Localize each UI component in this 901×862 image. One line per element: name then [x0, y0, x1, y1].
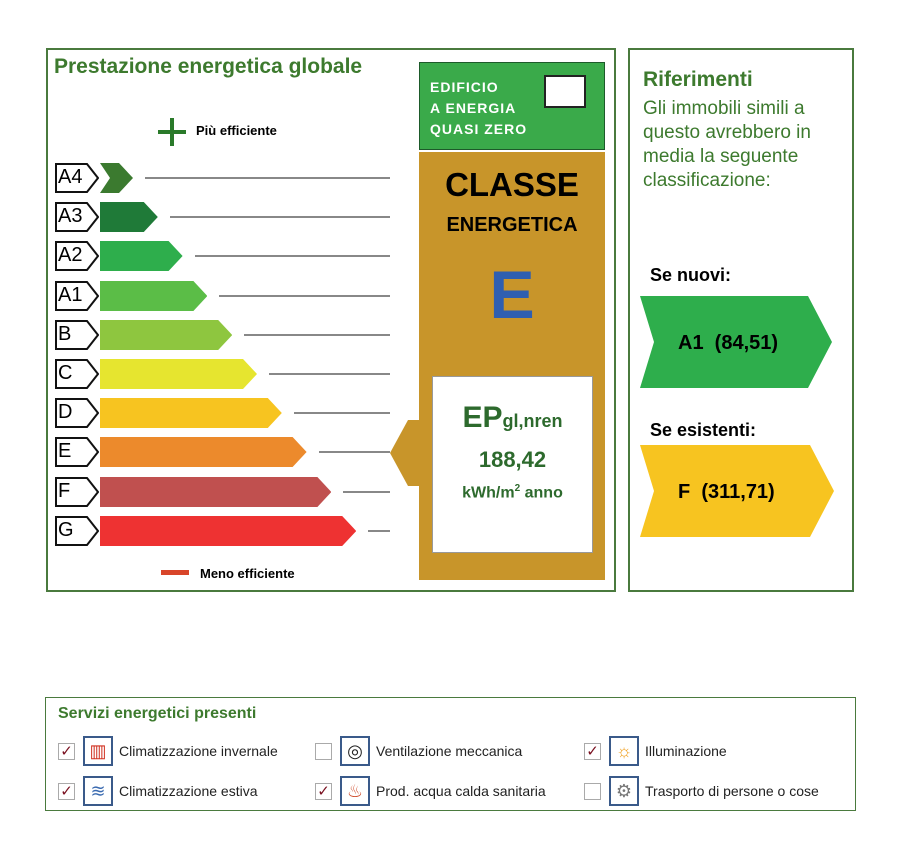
- ep-subscript: gl,nren: [502, 411, 563, 431]
- class-scale-line: [318, 451, 390, 454]
- service-checkbox: ✓: [315, 782, 332, 800]
- service-checkbox: [584, 782, 601, 800]
- service-checkbox: ✓: [584, 742, 601, 760]
- class-bar-b: [100, 319, 233, 350]
- class-label-text: B: [58, 322, 72, 345]
- class-label-a2: A2: [55, 241, 99, 272]
- service-item: ◎ Ventilazione meccanica: [315, 736, 522, 766]
- panel-title: Prestazione energetica globale: [54, 55, 363, 78]
- ep-unit-exponent: 2: [514, 483, 521, 494]
- ep-value: 188,42: [478, 447, 547, 472]
- plus-icon: [158, 118, 186, 146]
- ep-unit-suffix: anno: [520, 484, 563, 502]
- gear-icon: ⚙: [609, 776, 639, 806]
- existing-class-value: F (311,71): [678, 481, 775, 503]
- new-label: Se nuovi:: [650, 265, 732, 285]
- class-bar-e: [100, 437, 307, 468]
- class-label-a4: A4: [55, 163, 99, 193]
- energy-class-value: E: [489, 257, 535, 333]
- energy-class-panel: CLASSE ENERGETICA E EPgl,nren 188,42 kWh…: [419, 152, 605, 580]
- class-label-text: F: [58, 479, 71, 502]
- ep-box: EPgl,nren 188,42 kWh/m2 anno: [432, 376, 593, 553]
- service-item: ✓ ☼ Illuminazione: [584, 736, 727, 766]
- new-class-value: A1 (84,51): [678, 332, 779, 354]
- class-label-text: C: [58, 362, 73, 384]
- service-label: Prod. acqua calda sanitaria: [376, 783, 546, 799]
- class-label-d: D: [55, 398, 99, 429]
- class-bar-d: [100, 398, 282, 429]
- class-label-a3: A3: [55, 202, 99, 233]
- fan-icon: ◎: [340, 736, 370, 766]
- nzeb-line: QUASI ZERO: [430, 121, 528, 137]
- lightbulb-icon: ☼: [609, 736, 639, 766]
- global-performance-panel: [46, 48, 616, 592]
- service-item: ⚙ Trasporto di persone o cose: [584, 776, 819, 806]
- less-efficient-label: Meno efficiente: [200, 566, 295, 581]
- references-panel: [628, 48, 854, 592]
- class-scale-line: [219, 294, 390, 297]
- ep-label: EP: [462, 401, 503, 434]
- class-bar-a3: [100, 202, 158, 233]
- class-bar-a2: [100, 241, 183, 272]
- class-label-text: A1: [58, 283, 83, 306]
- class-label-f: F: [55, 476, 99, 507]
- service-label: Ventilazione meccanica: [376, 743, 523, 759]
- class-scale-line: [269, 373, 390, 375]
- class-scale-line: [169, 216, 390, 219]
- services-panel: [45, 697, 856, 811]
- class-label-text: A2: [58, 244, 83, 267]
- service-item: ✓ ♨ Prod. acqua calda sanitaria: [315, 776, 546, 806]
- class-subheading: ENERGETICA: [446, 214, 578, 236]
- service-checkbox: [315, 742, 332, 760]
- service-label: Illuminazione: [645, 743, 727, 759]
- class-scale-line: [244, 333, 390, 336]
- class-label-text: E: [58, 440, 72, 463]
- class-label-g: G: [55, 515, 99, 546]
- class-scale-line: [194, 255, 390, 258]
- nzeb-checkbox: [544, 75, 586, 108]
- faucet-icon: ♨: [340, 776, 370, 806]
- nzeb-line: A ENERGIA: [430, 100, 517, 116]
- class-label-c: C: [55, 359, 99, 389]
- ep-unit: kWh/m: [462, 484, 515, 502]
- class-label-text: A4: [58, 166, 83, 188]
- existing-label: Se esistenti:: [650, 420, 757, 440]
- class-scale-line: [343, 490, 390, 493]
- class-bar-c: [100, 359, 257, 389]
- class-label-text: G: [58, 518, 74, 541]
- class-label-e: E: [55, 437, 99, 468]
- references-text: Gli immobili simili a questo avrebbero i…: [643, 98, 811, 191]
- air-conditioning-icon: ≋: [83, 776, 113, 806]
- class-bar-f: [100, 476, 332, 507]
- class-label-a1: A1: [55, 280, 99, 311]
- new-class-arrow: [640, 296, 832, 388]
- class-scale-line: [368, 529, 390, 532]
- nzeb-line: EDIFICIO: [430, 79, 499, 95]
- service-label: Trasporto di persone o cose: [645, 783, 819, 799]
- class-scale-line: [145, 177, 390, 179]
- class-label-text: D: [58, 401, 73, 424]
- class-bar-g: [100, 515, 357, 546]
- current-class-pointer: [390, 420, 420, 486]
- class-bar-a1: [100, 280, 208, 311]
- service-label: Climatizzazione invernale: [119, 743, 278, 759]
- radiator-icon: ▥: [83, 736, 113, 766]
- service-checkbox: ✓: [58, 742, 75, 760]
- less-efficient-marker: [161, 570, 189, 575]
- class-label-b: B: [55, 319, 99, 350]
- more-efficient-label: Più efficiente: [196, 123, 277, 138]
- existing-class-arrow: [640, 445, 834, 537]
- service-checkbox: ✓: [58, 782, 75, 800]
- class-scale-line: [293, 412, 390, 415]
- service-item: ✓ ≋ Climatizzazione estiva: [58, 776, 258, 806]
- services-title: Servizi energetici presenti: [58, 705, 257, 722]
- nzeb-box: EDIFICIO A ENERGIA QUASI ZERO: [419, 62, 605, 150]
- class-label-text: A3: [58, 205, 83, 228]
- service-label: Climatizzazione estiva: [119, 783, 258, 799]
- references-title: Riferimenti: [643, 68, 753, 91]
- class-bar-a4: [100, 163, 133, 193]
- service-item: ✓ ▥ Climatizzazione invernale: [58, 736, 278, 766]
- class-heading: CLASSE: [445, 166, 579, 203]
